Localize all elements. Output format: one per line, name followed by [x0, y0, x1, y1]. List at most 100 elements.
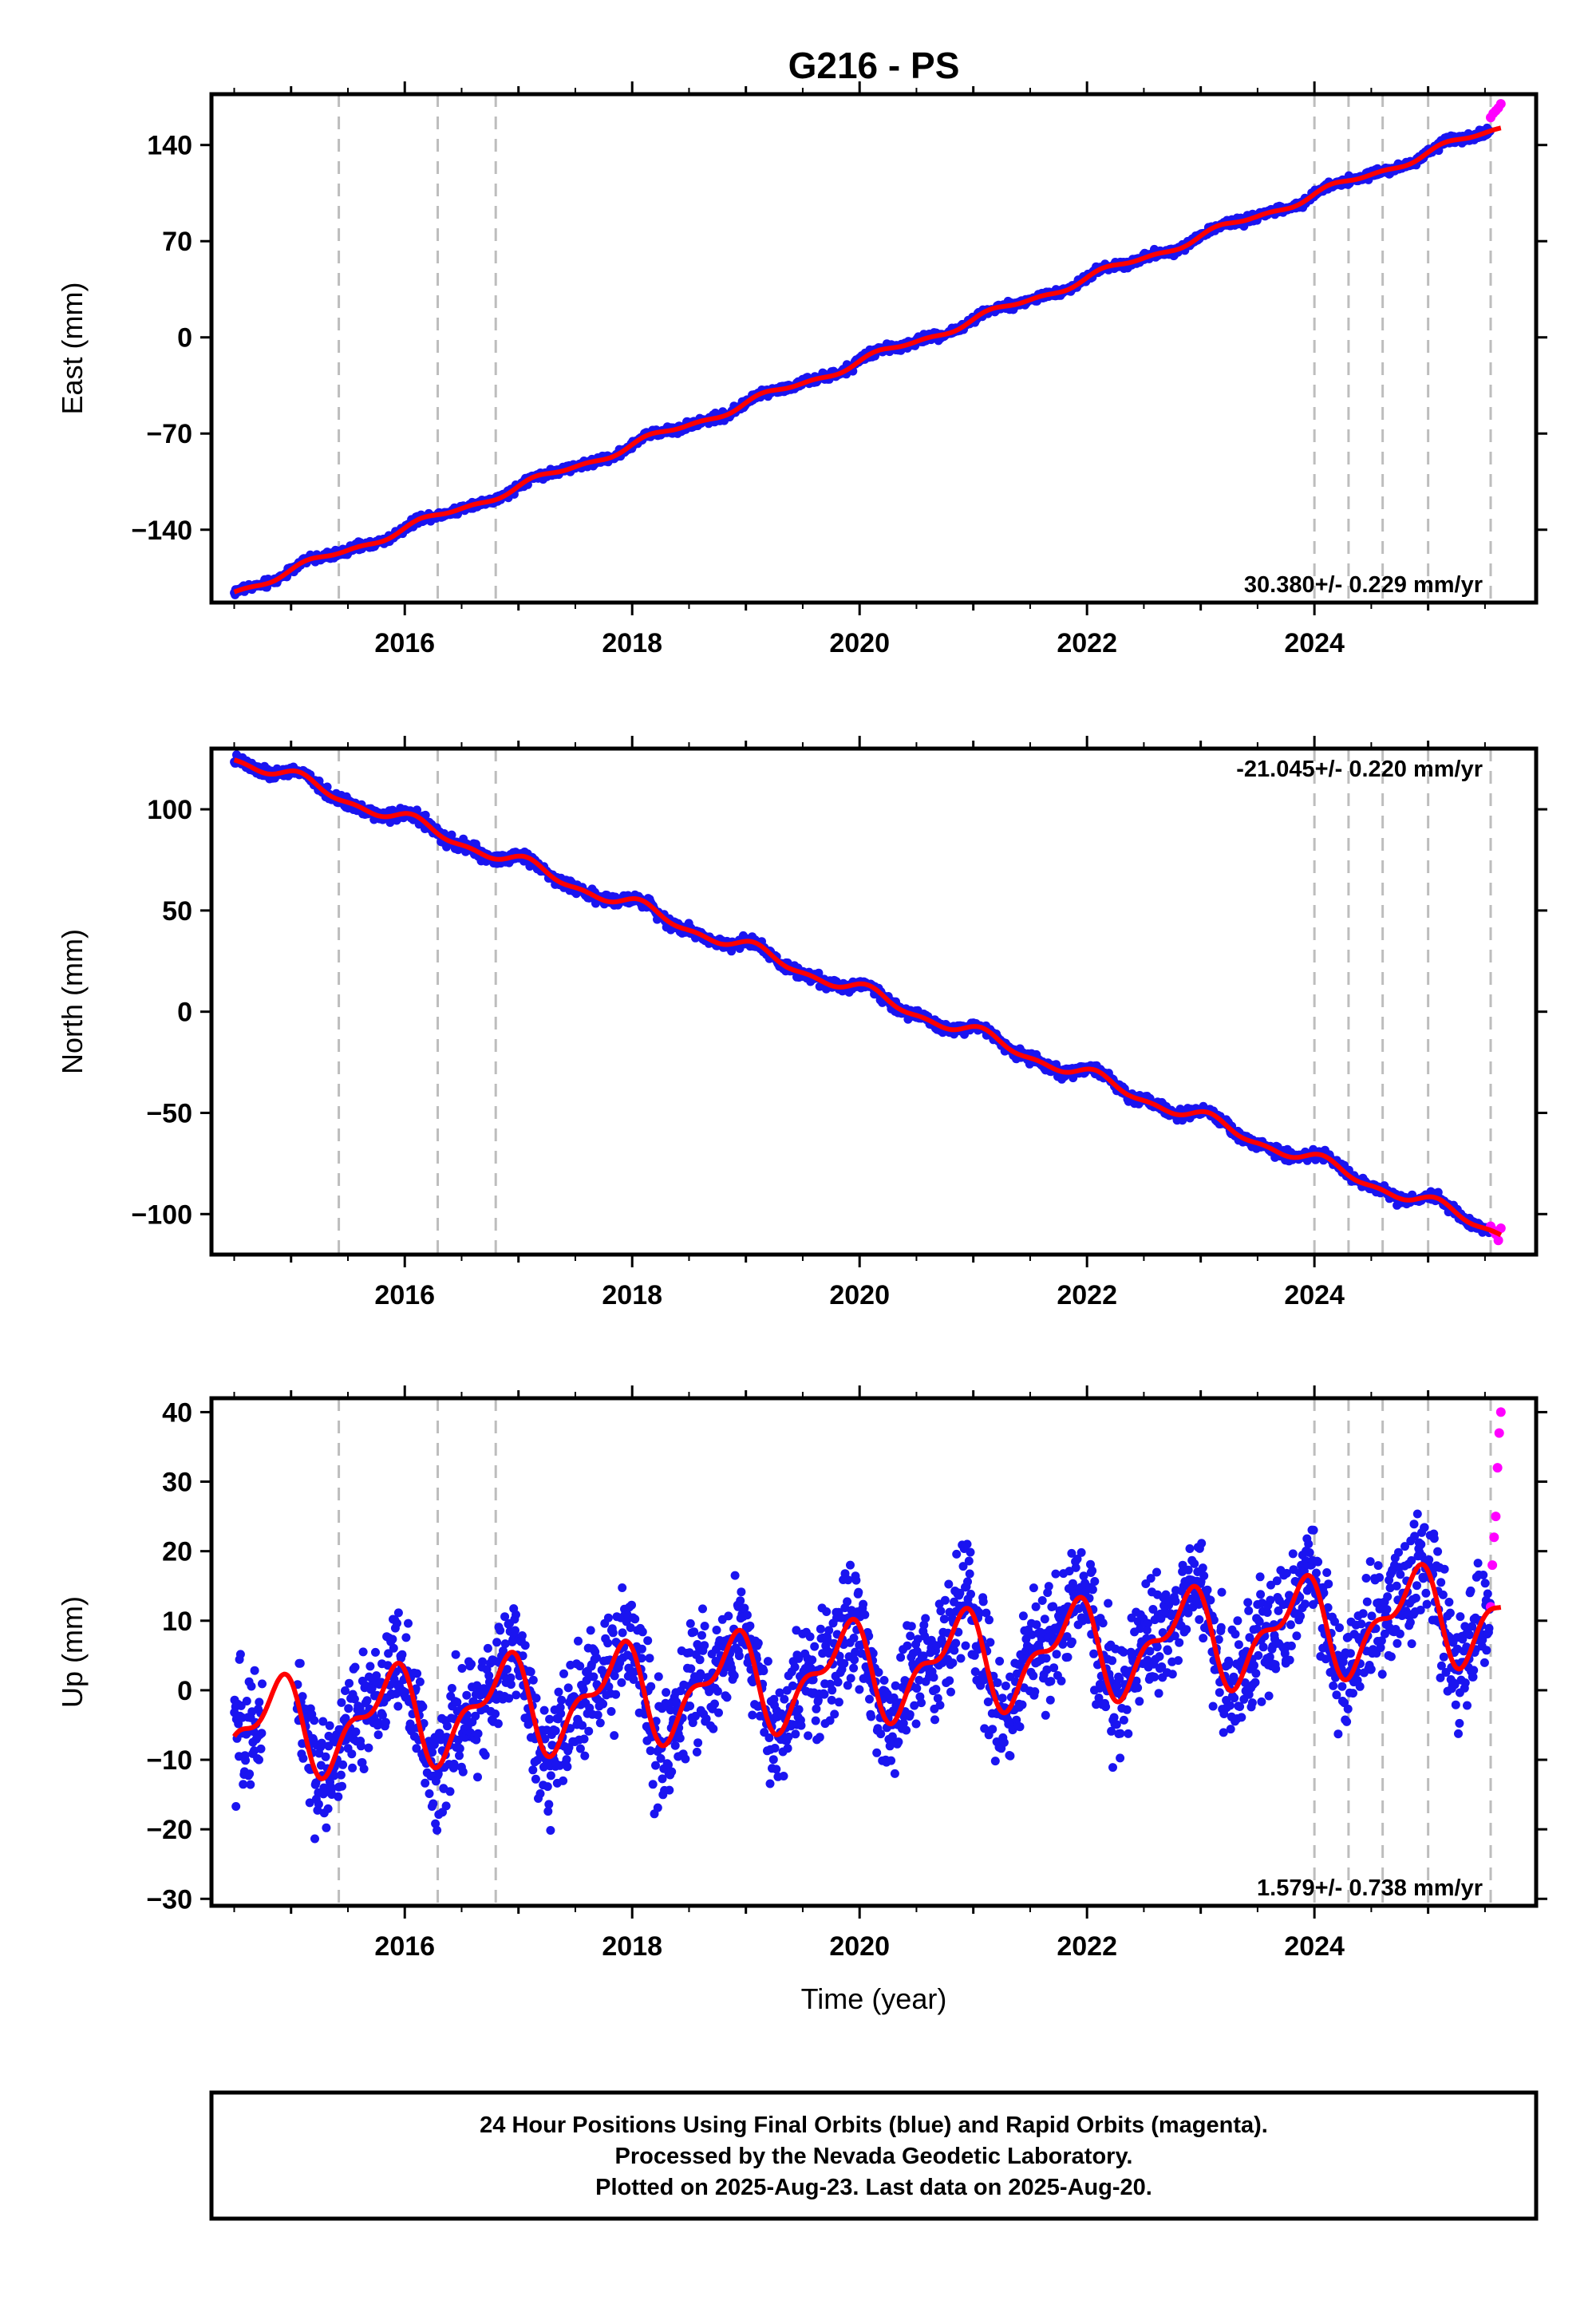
final-point [982, 1608, 991, 1618]
final-point [324, 1741, 334, 1751]
final-point [843, 1681, 852, 1690]
plot-frame [209, 92, 1539, 605]
final-point [388, 1634, 397, 1644]
final-point [575, 1662, 585, 1671]
final-point [1433, 1188, 1443, 1197]
final-point [796, 1721, 806, 1730]
final-point [730, 1571, 740, 1580]
final-point [939, 1614, 949, 1624]
final-point [562, 1755, 571, 1765]
final-point [816, 1624, 825, 1634]
final-point [431, 1819, 440, 1828]
final-point [493, 1719, 503, 1729]
final-point [629, 1675, 638, 1684]
final-point [988, 1725, 998, 1734]
final-point [697, 1630, 706, 1640]
final-point [330, 1771, 339, 1780]
final-point [808, 1675, 818, 1685]
final-point [894, 1737, 903, 1747]
final-point [896, 1653, 906, 1662]
final-point [1049, 1602, 1058, 1611]
final-point [874, 1668, 883, 1677]
final-point [503, 1665, 512, 1674]
final-point [1049, 1663, 1059, 1673]
final-point [980, 1724, 990, 1733]
final-point [854, 1587, 863, 1597]
final-point [345, 1678, 354, 1688]
final-point [544, 1800, 554, 1809]
final-point [491, 1709, 500, 1718]
final-point [913, 1634, 922, 1644]
final-point [912, 1684, 922, 1693]
final-point [646, 1746, 655, 1756]
final-point [496, 1626, 505, 1635]
y-axis-label: North (mm) [56, 929, 89, 1074]
final-point [830, 1709, 839, 1719]
final-point [763, 1657, 772, 1666]
final-point [944, 1579, 954, 1589]
final-point [993, 1678, 1002, 1687]
final-point [887, 1756, 896, 1765]
final-point [1001, 1682, 1010, 1690]
final-point [255, 1697, 264, 1707]
final-point [834, 1697, 843, 1707]
y-tick-label: −70 [146, 419, 192, 449]
plot-frame [209, 746, 1539, 1257]
final-point [951, 1638, 961, 1648]
final-point [843, 1575, 853, 1585]
final-point [824, 1626, 834, 1635]
final-point [598, 1699, 608, 1709]
final-point [338, 1760, 348, 1769]
final-point [839, 1658, 849, 1668]
final-point [298, 1692, 307, 1701]
final-point [714, 1708, 723, 1717]
final-point [1031, 1602, 1041, 1611]
final-point [539, 1705, 549, 1715]
final-point [506, 1673, 516, 1682]
final-point [643, 1636, 653, 1646]
final-point [670, 1741, 680, 1750]
final-point [575, 1744, 585, 1753]
final-point [770, 1744, 780, 1753]
rapid-point [1493, 1235, 1503, 1246]
final-point [1032, 1620, 1041, 1630]
final-point [348, 1763, 358, 1773]
final-point [608, 1628, 618, 1638]
final-point [653, 1803, 662, 1812]
final-point [780, 1694, 789, 1704]
final-point [397, 1650, 407, 1659]
final-point [712, 1626, 721, 1634]
final-point [890, 1769, 899, 1778]
final-point [1015, 1722, 1025, 1732]
final-point [864, 1631, 874, 1641]
final-point [367, 1684, 377, 1693]
final-point [377, 1710, 387, 1720]
final-point [546, 1826, 555, 1835]
final-point [405, 1719, 415, 1729]
final-point [808, 1655, 817, 1665]
final-point [517, 1631, 527, 1640]
final-point [843, 1597, 852, 1607]
final-point [958, 1562, 968, 1571]
x-tick-label: 2018 [602, 628, 662, 658]
final-point [512, 1690, 521, 1700]
final-point [415, 1677, 425, 1686]
final-point [453, 1735, 463, 1745]
final-point [815, 1733, 824, 1742]
final-point [729, 1671, 739, 1681]
final-point [610, 1731, 619, 1741]
final-point [860, 1610, 870, 1619]
final-point [473, 1773, 482, 1782]
final-point [413, 805, 421, 815]
final-point [358, 1647, 368, 1657]
final-point [338, 1781, 346, 1791]
final-point [429, 1740, 439, 1749]
final-point [520, 1641, 530, 1650]
final-point [393, 1618, 401, 1628]
final-point [344, 1704, 354, 1713]
final-point [428, 1748, 437, 1757]
final-point [710, 1699, 719, 1709]
final-point [555, 1702, 565, 1712]
final-point [604, 1682, 614, 1691]
